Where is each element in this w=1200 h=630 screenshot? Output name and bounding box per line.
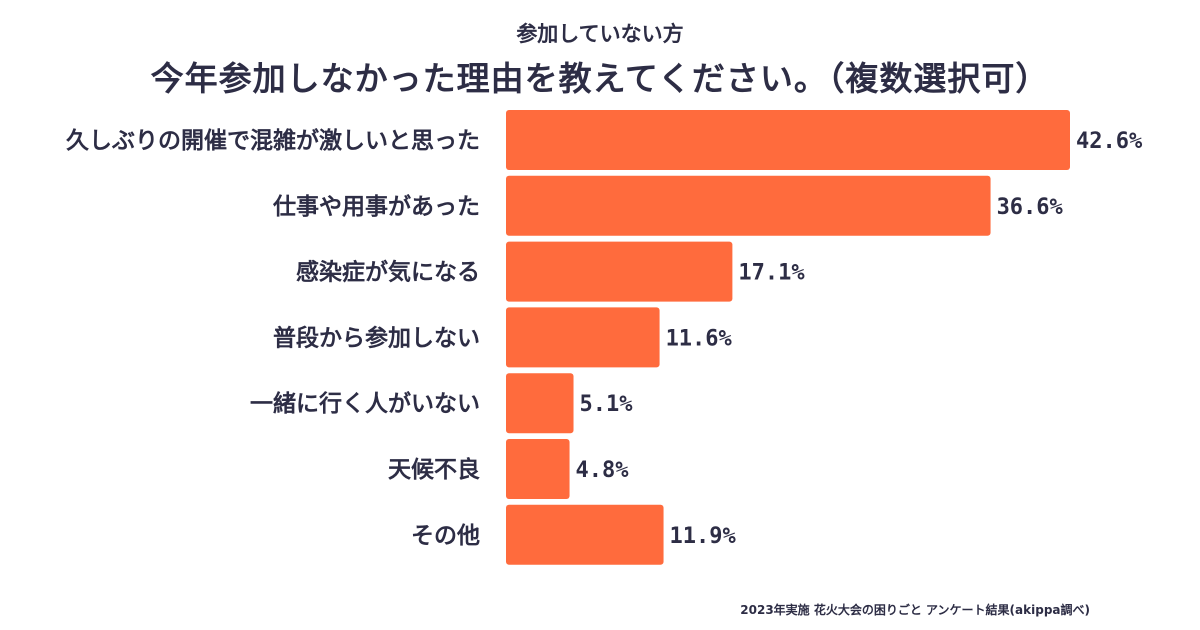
category-label-5: 天候不良 xyxy=(388,456,480,483)
value-label-3: 11.6% xyxy=(666,326,733,351)
bar-0 xyxy=(506,110,1070,170)
value-label-6: 11.9% xyxy=(670,524,737,549)
bar-5 xyxy=(506,439,570,499)
value-label-4: 5.1% xyxy=(580,392,634,417)
category-label-3: 普段から参加しない xyxy=(273,324,480,351)
category-label-1: 仕事や用事があった xyxy=(272,193,480,220)
value-label-5: 4.8% xyxy=(576,458,630,483)
category-label-6: その他 xyxy=(411,523,480,549)
source-footnote: 2023年実施 花火大会の困りごと アンケート結果(akippa調べ) xyxy=(740,603,1090,617)
category-label-4: 一緒に行く人がいない xyxy=(250,390,480,417)
bar-4 xyxy=(506,373,574,434)
value-label-0: 42.6% xyxy=(1076,129,1143,154)
category-label-0: 久しぶりの開催で混雑が激しいと思った xyxy=(66,127,480,154)
value-label-1: 36.6% xyxy=(997,195,1064,220)
value-label-2: 17.1% xyxy=(738,261,805,286)
bar-2 xyxy=(506,241,733,302)
category-label-2: 感染症が気になる xyxy=(296,259,480,286)
chart-subtitle: 参加していない方 xyxy=(516,22,684,46)
chart-title: 今年参加しなかった理由を教えてください。（複数選択可） xyxy=(150,59,1050,98)
bar-3 xyxy=(506,307,660,368)
bar-6 xyxy=(506,504,664,565)
bar-1 xyxy=(506,175,991,236)
